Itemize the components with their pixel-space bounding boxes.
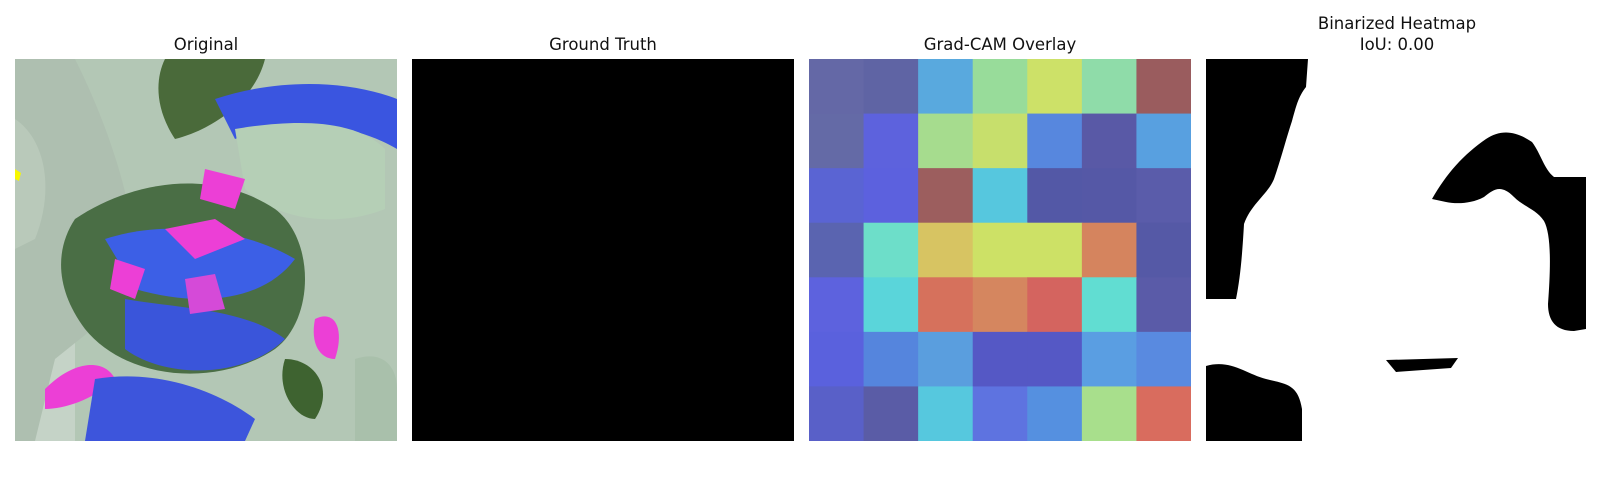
heat-cell-r5-c3 [972, 331, 1028, 388]
heat-cell-r2-c4 [1027, 168, 1083, 224]
heat-cell-r4-c5 [1081, 277, 1138, 333]
heat-cell-r6-c5 [1081, 386, 1138, 441]
heat-cell-r0-c1 [863, 59, 919, 115]
ground-truth-mask [412, 59, 794, 441]
heat-cell-r6-c0 [809, 386, 865, 441]
heat-cell-r0-c0 [809, 59, 865, 115]
heat-cell-r1-c3 [972, 113, 1028, 169]
heat-cell-r1-c4 [1027, 113, 1083, 169]
heat-cell-r2-c6 [1136, 168, 1191, 224]
panel-title-original: Original [173, 35, 239, 54]
heat-cell-r4-c0 [809, 277, 865, 333]
heat-cell-r4-c3 [972, 277, 1028, 333]
heat-cell-r4-c6 [1136, 277, 1191, 333]
heat-cell-r3-c4 [1027, 222, 1083, 278]
heat-cell-r3-c5 [1081, 222, 1138, 278]
mask-region-left-bottom [1206, 364, 1302, 441]
heat-cell-r0-c2 [918, 59, 974, 115]
binarized-heatmap-canvas [1206, 59, 1588, 441]
panel-title-ground-truth: Ground Truth [549, 35, 657, 54]
heat-cell-r6-c6 [1136, 386, 1191, 441]
original-image-canvas [15, 59, 397, 441]
heat-cell-r3-c3 [972, 222, 1028, 278]
heat-cell-r0-c3 [972, 59, 1028, 115]
heat-cell-r2-c3 [972, 168, 1028, 224]
heat-cell-r4-c4 [1027, 277, 1083, 333]
panel-title-gradcam-overlay: Grad-CAM Overlay [923, 35, 1077, 54]
iou-score: IoU: 0.00 [1359, 35, 1435, 54]
heat-cell-r5-c0 [809, 331, 865, 388]
heat-cell-r5-c5 [1081, 331, 1138, 388]
heat-cell-r2-c2 [918, 168, 974, 224]
heat-cell-r6-c3 [972, 386, 1028, 441]
heat-cell-r3-c1 [863, 222, 919, 278]
heat-cell-r4-c1 [863, 277, 919, 333]
original-image [15, 59, 397, 441]
heat-cell-r2-c5 [1081, 168, 1138, 224]
heat-cell-r1-c6 [1136, 113, 1191, 169]
heat-cell-r2-c1 [863, 168, 919, 224]
gradcam-overlay [809, 59, 1191, 441]
mask-region-left-top [1206, 59, 1308, 299]
heat-cell-r6-c4 [1027, 386, 1083, 441]
heat-cell-r5-c2 [918, 331, 974, 388]
heat-cell-r5-c1 [863, 331, 919, 388]
heat-cell-r3-c0 [809, 222, 865, 278]
mask-region-center-blob [1386, 358, 1458, 372]
heat-cell-r1-c5 [1081, 113, 1138, 169]
heat-cell-r1-c2 [918, 113, 974, 169]
heat-cell-r3-c2 [918, 222, 974, 278]
heat-cell-r2-c0 [809, 168, 865, 224]
panel-title-binarized-heatmap: Binarized Heatmap IoU: 0.00 [1206, 13, 1588, 55]
heat-cell-r4-c2 [918, 277, 974, 333]
heat-cell-r6-c1 [863, 386, 919, 441]
heat-cell-r5-c4 [1027, 331, 1083, 388]
heat-cell-r0-c4 [1027, 59, 1083, 115]
heat-cell-r0-c6 [1136, 59, 1191, 115]
heat-cell-r0-c5 [1081, 59, 1138, 115]
heat-cell-r3-c6 [1136, 222, 1191, 278]
heat-cell-r1-c1 [863, 113, 919, 169]
binarized-heatmap [1206, 59, 1588, 441]
heat-cell-r1-c0 [809, 113, 865, 169]
gradcam-heat-grid [809, 59, 1191, 441]
binarized-heatmap-title: Binarized Heatmap [1317, 14, 1477, 33]
heat-cell-r6-c2 [918, 386, 974, 441]
mask-region-right [1432, 132, 1586, 331]
heat-cell-r5-c6 [1136, 331, 1191, 388]
